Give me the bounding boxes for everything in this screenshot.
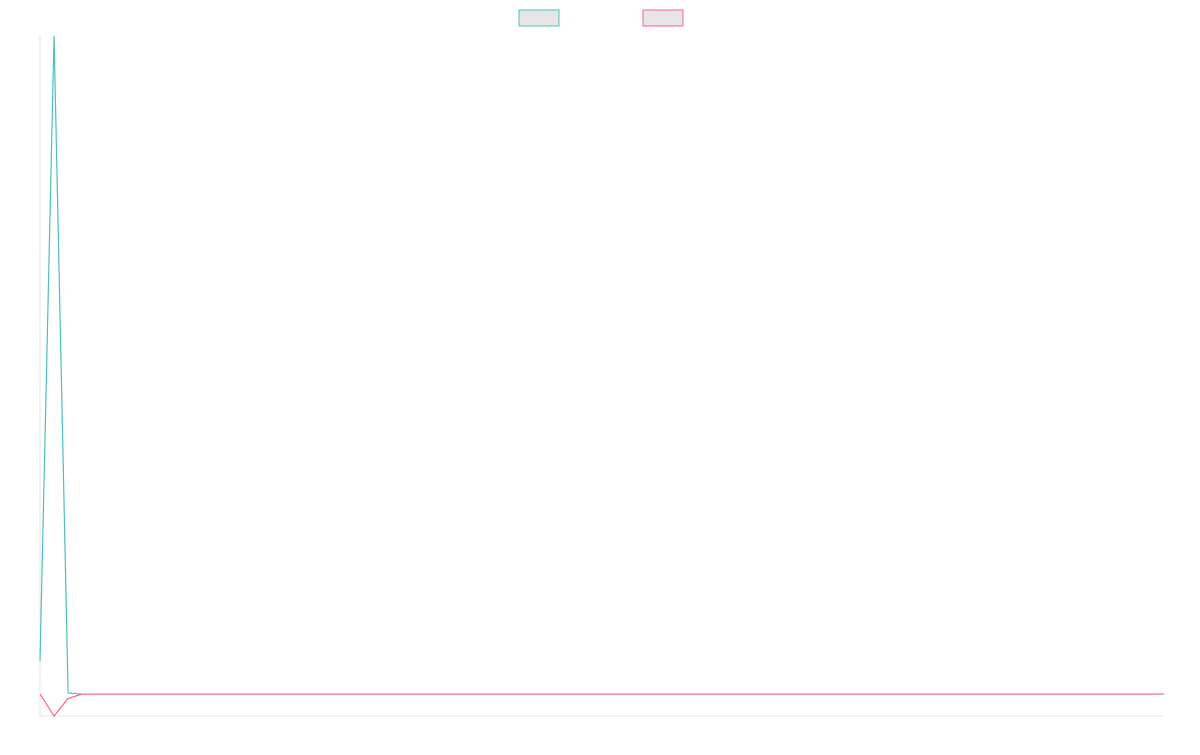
series-line-1 bbox=[39, 35, 1164, 695]
legend-swatch-1[interactable] bbox=[518, 9, 560, 27]
legend[interactable] bbox=[518, 9, 684, 27]
series-layer bbox=[39, 35, 1164, 718]
series-line-2 bbox=[39, 693, 1164, 718]
legend-swatch-2[interactable] bbox=[642, 9, 684, 27]
axes bbox=[39, 36, 1164, 717]
